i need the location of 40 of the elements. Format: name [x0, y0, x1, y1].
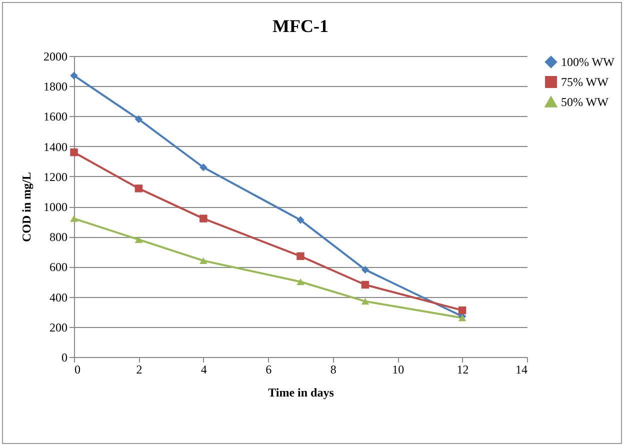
y-tick-label: 200	[50, 320, 68, 334]
x-tick-label: 12	[456, 362, 469, 376]
y-axis-title: COD in mg/L	[20, 172, 34, 242]
x-axis-title: Time in days	[268, 386, 334, 400]
y-tick-label: 1200	[44, 170, 68, 184]
point	[200, 257, 208, 264]
point	[134, 236, 143, 243]
y-tick-label: 1000	[44, 200, 68, 214]
y-tick-label: 1400	[44, 140, 68, 154]
x-tick-label: 0	[74, 362, 80, 376]
point	[134, 184, 143, 192]
chart-title: MFC-1	[272, 16, 328, 36]
point	[361, 266, 370, 274]
y-tick-label: 400	[50, 290, 68, 304]
point	[458, 306, 466, 314]
point	[361, 298, 370, 305]
x-tick-label: 4	[200, 362, 207, 376]
legend-label: 75% WW	[561, 75, 610, 89]
legend-label: 50% WW	[561, 95, 610, 109]
x-tick-label: 8	[330, 362, 336, 376]
point	[134, 115, 143, 124]
x-tick-label: 2	[136, 362, 142, 376]
y-tick-label: 2000	[44, 50, 68, 64]
point	[70, 72, 78, 80]
legend-label: 100% WW	[561, 55, 616, 69]
y-tick-label: 1600	[44, 110, 68, 124]
point	[200, 163, 208, 172]
y-tick-label: 0	[62, 350, 68, 364]
x-tick-label: 14	[516, 362, 528, 376]
point	[296, 216, 304, 224]
point	[361, 280, 370, 289]
y-tick-label: 800	[50, 230, 68, 244]
point	[200, 214, 208, 222]
point	[70, 215, 78, 222]
y-tick-label: 1800	[44, 80, 68, 94]
point	[296, 278, 304, 286]
y-tick-label: 600	[50, 260, 68, 274]
point	[296, 252, 304, 260]
x-tick-label: 10	[392, 362, 404, 376]
x-tick-label: 6	[266, 362, 272, 376]
